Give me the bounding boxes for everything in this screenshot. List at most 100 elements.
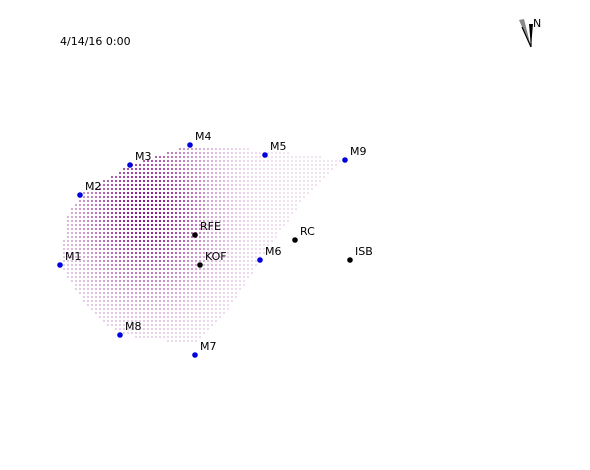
field-cell (134, 307, 138, 311)
field-cell (94, 307, 98, 311)
field-cell (262, 219, 266, 223)
field-cell (162, 211, 166, 215)
field-cell (254, 247, 258, 251)
field-cell (194, 219, 198, 223)
field-cell (158, 163, 162, 167)
field-cell (194, 335, 198, 339)
field-cell (202, 215, 206, 219)
field-cell (154, 259, 158, 263)
field-cell (190, 283, 194, 287)
field-cell (226, 279, 230, 283)
field-cell (106, 243, 110, 247)
field-cell (130, 315, 134, 319)
field-cell (250, 179, 254, 183)
field-cell (146, 263, 150, 267)
field-cell (74, 239, 78, 243)
field-cell (318, 167, 322, 171)
field-cell (274, 203, 278, 207)
field-cell (74, 255, 78, 259)
field-cell (198, 279, 202, 283)
field-cell (134, 315, 138, 319)
field-cell (234, 211, 238, 215)
field-cell (150, 287, 154, 291)
field-cell (238, 203, 242, 207)
station-label: M7 (200, 340, 217, 353)
field-cell (162, 219, 166, 223)
field-cell (66, 259, 70, 263)
field-cell (250, 195, 254, 199)
field-cell (194, 151, 198, 155)
field-cell (78, 271, 82, 275)
field-cell (250, 267, 254, 271)
field-cell (114, 203, 118, 207)
station-label: M8 (125, 320, 142, 333)
station-label: KOF (205, 250, 227, 263)
field-cell (150, 327, 154, 331)
field-cell (318, 171, 322, 175)
field-cell (126, 199, 130, 203)
field-cell (178, 195, 182, 199)
field-cell (106, 267, 110, 271)
field-cell (94, 287, 98, 291)
field-cell (202, 243, 206, 247)
field-cell (162, 327, 166, 331)
field-cell (106, 227, 110, 231)
field-cell (234, 275, 238, 279)
field-cell (86, 227, 90, 231)
field-cell (310, 179, 314, 183)
field-cell (258, 175, 262, 179)
field-cell (186, 199, 190, 203)
field-cell (238, 267, 242, 271)
field-cell (226, 219, 230, 223)
field-cell (218, 279, 222, 283)
field-cell (114, 287, 118, 291)
field-cell (146, 207, 150, 211)
field-cell (202, 311, 206, 315)
field-cell (126, 291, 130, 295)
field-cell (226, 199, 230, 203)
field-cell (226, 243, 230, 247)
field-cell (326, 171, 330, 175)
field-cell (206, 275, 210, 279)
field-cell (266, 179, 270, 183)
field-cell (138, 175, 142, 179)
field-cell (234, 235, 238, 239)
field-cell (178, 267, 182, 271)
field-cell (298, 179, 302, 183)
field-cell (118, 243, 122, 247)
field-cell (74, 203, 78, 207)
field-cell (142, 231, 146, 235)
field-cell (178, 247, 182, 251)
field-cell (250, 251, 254, 255)
field-cell (134, 223, 138, 227)
field-cell (210, 323, 214, 327)
field-cell (126, 243, 130, 247)
field-cell (302, 155, 306, 159)
field-cell (198, 283, 202, 287)
field-cell (178, 227, 182, 231)
field-cell (166, 171, 170, 175)
field-cell (238, 263, 242, 267)
field-cell (86, 263, 90, 267)
field-cell (218, 223, 222, 227)
field-cell (142, 263, 146, 267)
field-cell (154, 235, 158, 239)
field-cell (62, 263, 66, 267)
field-cell (202, 219, 206, 223)
field-cell (118, 311, 122, 315)
field-cell (286, 155, 290, 159)
field-cell (114, 243, 118, 247)
field-cell (162, 287, 166, 291)
field-cell (202, 295, 206, 299)
field-cell (66, 251, 70, 255)
field-cell (194, 167, 198, 171)
field-cell (238, 195, 242, 199)
field-cell (170, 211, 174, 215)
field-cell (150, 255, 154, 259)
field-cell (250, 187, 254, 191)
field-cell (174, 327, 178, 331)
field-cell (202, 195, 206, 199)
field-cell (234, 179, 238, 183)
field-cell (110, 271, 114, 275)
field-cell (310, 183, 314, 187)
